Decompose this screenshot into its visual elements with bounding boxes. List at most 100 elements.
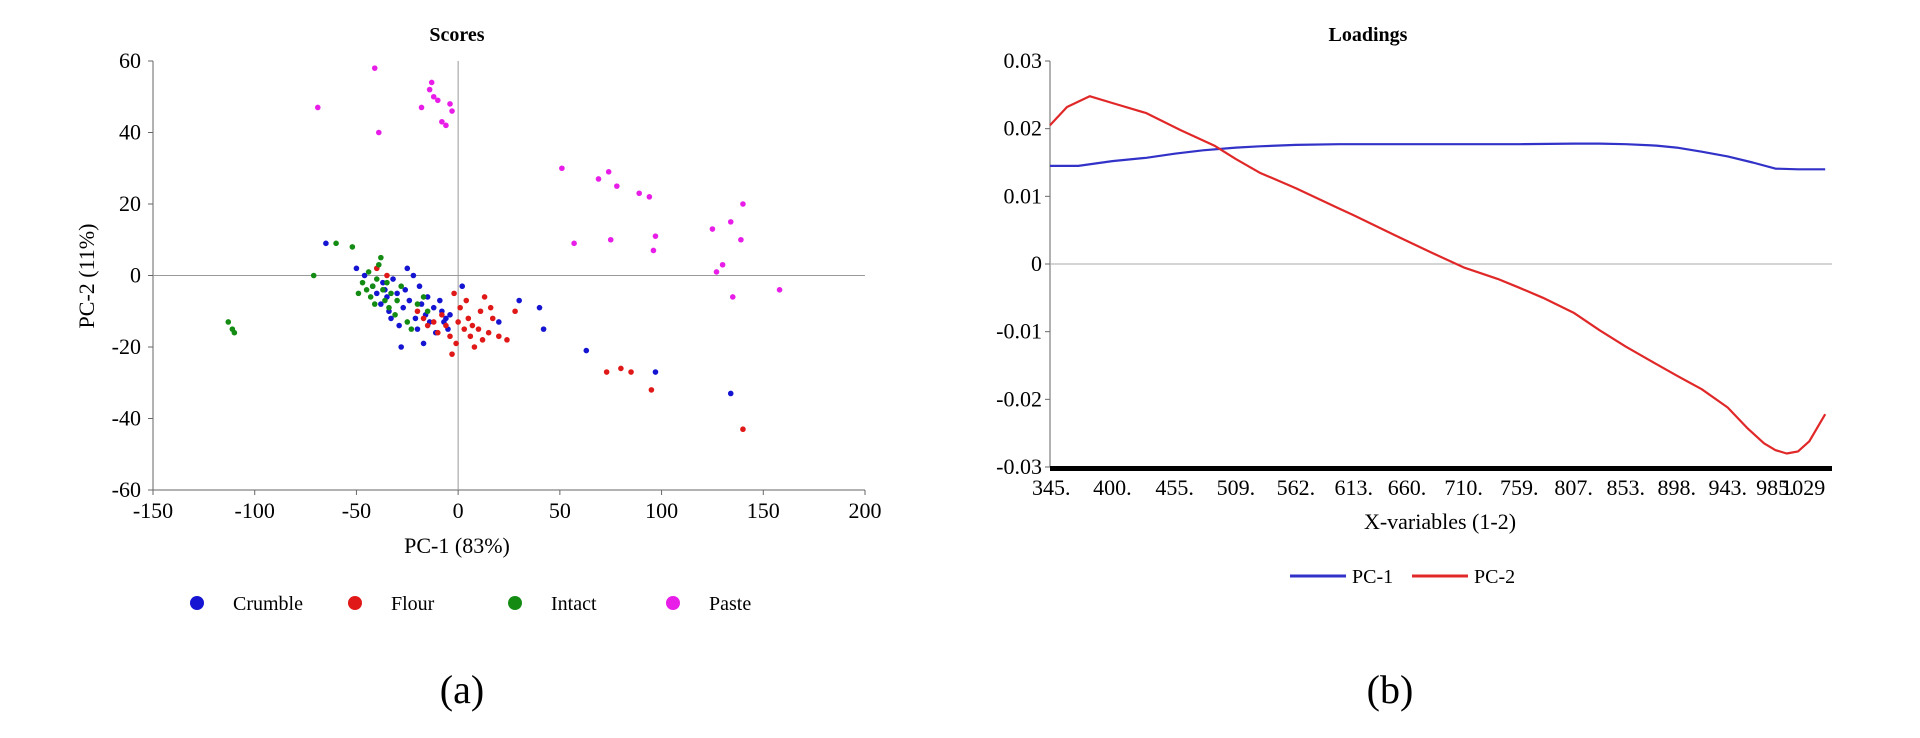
point-intact bbox=[231, 329, 238, 336]
point-crumble bbox=[652, 369, 659, 375]
loadings-x-tick-label: 455. bbox=[1155, 475, 1194, 500]
point-crumble bbox=[373, 290, 380, 297]
point-paste bbox=[426, 86, 433, 93]
point-flour bbox=[457, 304, 463, 311]
point-intact bbox=[388, 290, 394, 297]
scores-x-axis-label: PC-1 (83%) bbox=[404, 533, 510, 558]
loadings-x-ticks: 345. 400. 455. 509. 562. 613. 660. 710. 759. 807.… bbox=[1032, 475, 1825, 500]
scores-y-tick-label: -40 bbox=[112, 406, 141, 431]
point-flour bbox=[384, 272, 390, 279]
scores-x-tick-label: 100 bbox=[645, 498, 678, 523]
point-intact bbox=[363, 287, 370, 293]
point-paste bbox=[719, 261, 726, 268]
point-flour bbox=[648, 387, 655, 393]
point-flour bbox=[628, 369, 634, 375]
point-intact bbox=[384, 279, 390, 286]
point-crumble bbox=[540, 326, 547, 332]
point-paste bbox=[727, 219, 734, 225]
point-crumble bbox=[380, 279, 386, 286]
point-crumble bbox=[447, 312, 453, 318]
series-flour-points bbox=[373, 265, 746, 433]
point-crumble bbox=[398, 344, 404, 350]
loadings-x-tick-label: 509. bbox=[1217, 475, 1256, 500]
point-intact bbox=[398, 283, 404, 290]
point-flour bbox=[504, 337, 510, 343]
point-crumble bbox=[323, 240, 329, 247]
point-flour bbox=[512, 308, 518, 315]
loadings-x-tick-label: 759. bbox=[1500, 475, 1539, 500]
point-flour bbox=[496, 333, 502, 340]
point-intact bbox=[420, 294, 427, 300]
point-flour bbox=[603, 369, 610, 375]
scores-axes bbox=[152, 61, 865, 491]
scores-x-tick-label: 200 bbox=[849, 498, 882, 523]
point-paste bbox=[447, 101, 453, 107]
series-crumble-points bbox=[323, 240, 734, 397]
point-paste bbox=[776, 287, 783, 293]
loadings-x-tick-label: 807. bbox=[1554, 475, 1593, 500]
point-crumble bbox=[430, 304, 437, 311]
point-crumble bbox=[443, 315, 449, 322]
legend-marker-flour bbox=[348, 596, 362, 610]
scores-title: Scores bbox=[429, 24, 484, 46]
point-intact bbox=[373, 276, 380, 282]
legend-label-intact: Intact bbox=[551, 593, 597, 615]
point-crumble bbox=[536, 304, 543, 311]
point-crumble bbox=[388, 315, 394, 322]
point-crumble bbox=[414, 326, 421, 332]
scores-x-tick-label: -100 bbox=[235, 498, 275, 523]
point-crumble bbox=[424, 294, 431, 300]
point-intact bbox=[386, 304, 392, 311]
loadings-y-tick-label: -0.01 bbox=[996, 319, 1042, 344]
loadings-y-tick-label: 0 bbox=[1031, 251, 1042, 276]
legend-label-crumble: Crumble bbox=[233, 593, 303, 615]
point-paste bbox=[636, 190, 642, 197]
series-pc-1-line bbox=[1050, 142, 1826, 171]
series-paste-points bbox=[314, 65, 783, 300]
point-intact bbox=[424, 308, 431, 315]
point-flour bbox=[469, 322, 476, 329]
point-crumble bbox=[583, 347, 590, 354]
legend-label-flour: Flour bbox=[391, 593, 435, 615]
point-paste bbox=[646, 194, 653, 200]
scores-y-tick-label: 0 bbox=[130, 263, 141, 288]
point-flour bbox=[489, 315, 496, 322]
point-paste bbox=[652, 233, 659, 239]
point-paste bbox=[376, 129, 382, 136]
legend-label-pc-1: PC-1 bbox=[1352, 566, 1393, 588]
scores-y-tick-label: -20 bbox=[112, 334, 141, 359]
panel-label-a: (a) bbox=[440, 667, 484, 712]
loadings-title: Loadings bbox=[1329, 24, 1408, 46]
point-flour bbox=[420, 315, 427, 322]
scores-x-tick-label: 150 bbox=[747, 498, 780, 523]
loadings-x-tick-label: 943. bbox=[1708, 475, 1747, 500]
point-paste bbox=[729, 294, 736, 300]
loadings-x-tick-label: 1029 bbox=[1781, 475, 1825, 500]
point-intact bbox=[359, 279, 366, 286]
legend-marker-crumble bbox=[190, 596, 204, 610]
scores-panel: Scores -60 -40 -20 0 20 40 60 -150 -100 -50 0 50 10… bbox=[74, 24, 882, 712]
loadings-panel: Loadings -0.03 -0.02 -0.01 0 0.01 0.02 0.03 34… bbox=[996, 24, 1832, 712]
point-crumble bbox=[396, 322, 402, 329]
point-crumble bbox=[412, 315, 419, 322]
point-flour bbox=[475, 326, 482, 332]
loadings-x-tick-label: 710. bbox=[1444, 475, 1483, 500]
loadings-y-tick-label: 0.01 bbox=[1004, 183, 1043, 208]
loadings-lines bbox=[1049, 95, 1827, 455]
panel-label-b: (b) bbox=[1367, 667, 1414, 712]
point-flour bbox=[463, 297, 470, 304]
legend-marker-intact bbox=[508, 596, 522, 610]
point-paste bbox=[371, 65, 378, 71]
scores-x-tick-label: -50 bbox=[342, 498, 371, 523]
point-intact bbox=[404, 319, 411, 325]
point-flour bbox=[449, 351, 455, 357]
legend-label-pc-2: PC-2 bbox=[1474, 566, 1515, 588]
point-paste bbox=[607, 236, 614, 243]
point-flour bbox=[447, 333, 453, 340]
point-crumble bbox=[496, 319, 502, 325]
loadings-x-tick-label: 660. bbox=[1388, 475, 1427, 500]
point-flour bbox=[485, 329, 492, 336]
scores-y-ticks: -60 -40 -20 0 20 40 60 bbox=[112, 48, 153, 502]
point-crumble bbox=[390, 276, 396, 282]
